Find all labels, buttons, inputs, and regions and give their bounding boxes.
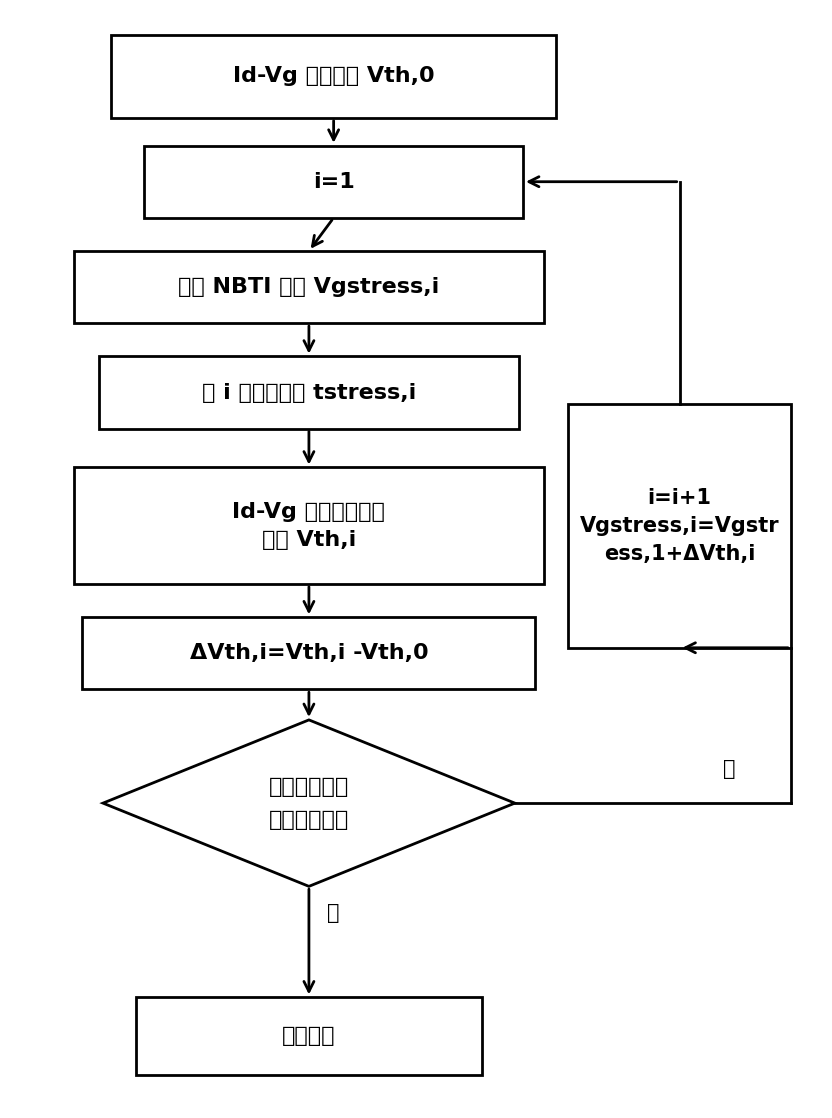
Text: 测试结束: 测试结束 [282, 1026, 335, 1046]
FancyBboxPatch shape [136, 997, 482, 1076]
FancyBboxPatch shape [74, 467, 543, 584]
Text: i=1: i=1 [313, 172, 354, 191]
Text: Id-Vg 测试得到 Vth,0: Id-Vg 测试得到 Vth,0 [233, 66, 434, 86]
FancyBboxPatch shape [74, 252, 543, 323]
FancyBboxPatch shape [568, 404, 790, 647]
Text: 是否是最后一
段应力时间？: 是否是最后一 段应力时间？ [269, 777, 349, 830]
Text: ΔVth,i=Vth,i -Vth,0: ΔVth,i=Vth,i -Vth,0 [190, 643, 428, 663]
FancyBboxPatch shape [144, 145, 523, 218]
Text: 第 i 段应力时间 tstress,i: 第 i 段应力时间 tstress,i [202, 382, 416, 402]
Polygon shape [103, 720, 515, 887]
Text: Id-Vg 测试得到退化
后的 Vth,i: Id-Vg 测试得到退化 后的 Vth,i [232, 502, 385, 550]
FancyBboxPatch shape [111, 35, 556, 117]
FancyBboxPatch shape [82, 617, 536, 690]
Text: 是: 是 [327, 903, 340, 923]
Text: i=i+1
Vgstress,i=Vgstr
ess,1+ΔVth,i: i=i+1 Vgstress,i=Vgstr ess,1+ΔVth,i [580, 487, 780, 563]
Text: 否: 否 [723, 759, 735, 779]
Text: 施加 NBTI 应力 Vgstress,i: 施加 NBTI 应力 Vgstress,i [178, 277, 439, 297]
FancyBboxPatch shape [99, 357, 519, 428]
